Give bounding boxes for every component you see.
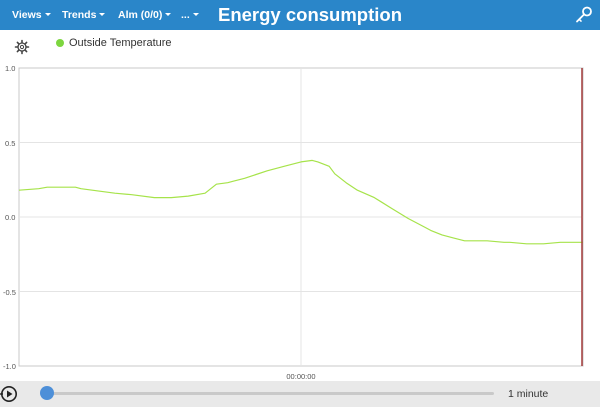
chevron-down-icon [44,12,51,16]
trend-chart[interactable]: 1.0 0.5 0.0 -0.5 -1.0 00:00:00 [0,60,600,382]
gear-icon [14,39,30,55]
legend-series-label: Outside Temperature [69,37,172,49]
outside-temperature-line [18,159,583,245]
playback-bar: 1 minute [0,381,600,407]
alarms-menu[interactable]: Alm (0/0) [118,0,172,30]
key-button[interactable] [574,5,594,25]
play-icon [0,386,17,402]
y-tick-label: 1.0 [5,64,15,73]
y-tick-label: 0.0 [5,213,15,222]
trends-menu-label: Trends [62,9,97,21]
more-menu[interactable]: ... [181,0,199,30]
chevron-down-icon [192,12,199,16]
y-tick-label: -0.5 [3,288,16,297]
chevron-down-icon [99,12,106,16]
y-tick-label: 0.5 [5,139,15,148]
views-menu-label: Views [12,9,42,21]
x-tick-label: 00:00:00 [286,372,315,381]
top-bar: Views Trends Alm (0/0) ... Energy consum… [0,0,600,30]
chart-settings-button[interactable] [14,39,30,55]
grid-lines [19,68,583,366]
alarms-menu-label: Alm (0/0) [118,9,163,21]
views-menu[interactable]: Views [12,0,51,30]
chevron-down-icon [165,12,172,16]
time-range-label: 1 minute [508,388,549,400]
y-axis-ticks: 1.0 0.5 0.0 -0.5 -1.0 [3,64,16,371]
more-menu-label: ... [181,9,190,21]
chart-legend[interactable]: Outside Temperature [56,36,172,50]
page-title: Energy consumption [218,4,402,25]
time-slider-thumb[interactable] [40,386,54,400]
play-button[interactable] [0,384,20,404]
legend-color-dot [56,39,64,47]
y-tick-label: -1.0 [3,362,16,371]
key-icon [576,6,592,23]
trends-menu[interactable]: Trends [62,0,106,30]
time-slider-track[interactable] [46,392,494,395]
